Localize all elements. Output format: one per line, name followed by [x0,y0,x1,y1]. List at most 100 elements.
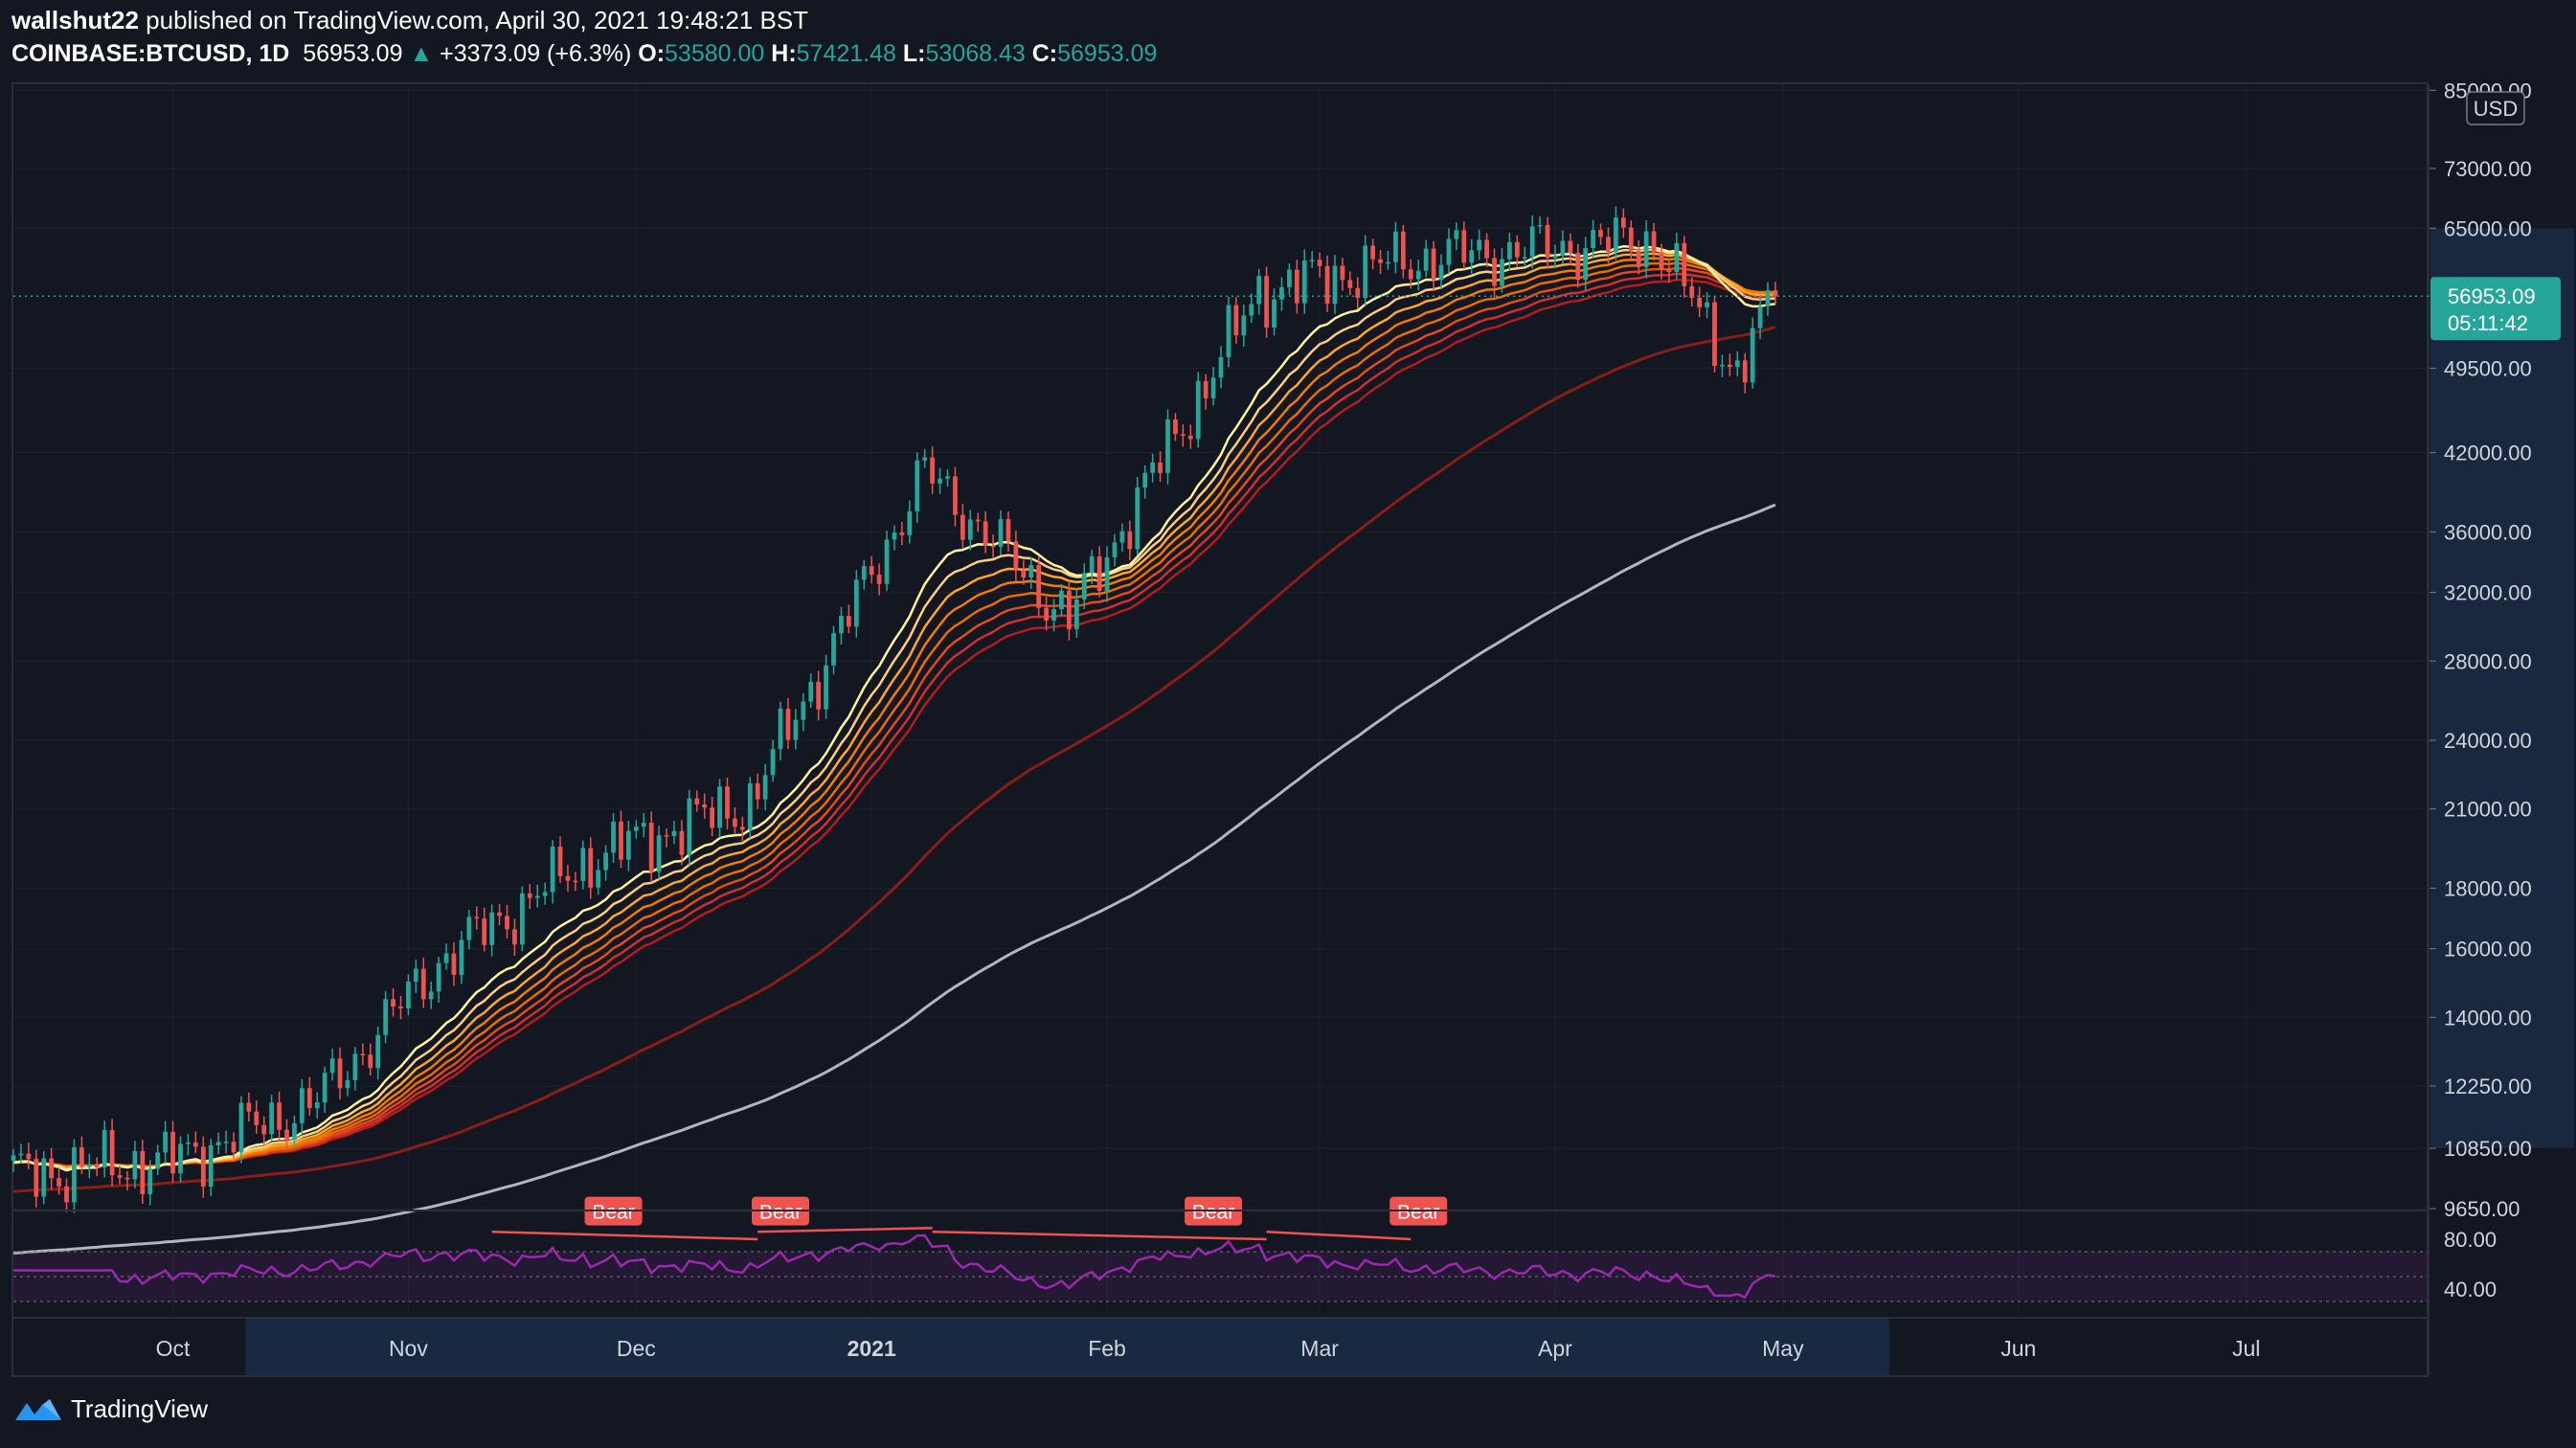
symbol-name[interactable]: COINBASE:BTCUSD, 1D [11,40,290,67]
ema-ribbon-line [12,261,1775,1168]
candle-body [1150,462,1156,473]
publish-info: wallshut22 published on TradingView.com,… [11,6,808,35]
candle [975,512,981,532]
candle-body [1651,231,1657,253]
candle [505,904,509,939]
candle [1386,251,1390,270]
candle [1606,227,1611,264]
candle [648,811,654,883]
candle-body [512,929,517,945]
ema-ribbon-line [12,257,1775,1169]
candle [603,845,608,881]
price-label: 12250.00 [2444,1075,2532,1098]
candle-body [671,830,677,836]
candle-body [1727,364,1732,368]
candle [11,1148,16,1172]
candle [1059,583,1064,617]
candle [922,448,928,468]
tradingview-brand[interactable]: TradingView [13,1394,208,1424]
candle [1529,215,1535,269]
candle [1446,228,1452,275]
candle-body [1477,239,1482,251]
candle-body [1135,487,1141,550]
candle [656,826,662,880]
candle [725,778,730,830]
candle-body [1081,573,1087,600]
candle [238,1096,244,1164]
candle-body [391,999,395,1007]
candle [1742,352,1748,394]
candle [967,509,973,551]
candle [140,1140,146,1204]
candle [1241,304,1247,348]
candle-body [1506,241,1512,260]
candle [557,836,563,883]
candle [1583,237,1589,291]
candle-body [1712,302,1717,367]
candle [1104,546,1110,602]
ma100-line [12,325,1776,1193]
countdown-label: 05:11:42 [2448,311,2528,335]
candle-body [337,1058,343,1089]
publisher-name[interactable]: wallshut22 [11,6,139,34]
candle-body [1264,276,1269,328]
candle [1370,238,1375,269]
candle [1514,235,1520,267]
candle [770,739,776,782]
candle-body [1438,264,1444,281]
candle-body [1408,269,1413,280]
candle-body [147,1168,153,1194]
candle [573,871,578,892]
candle [132,1141,138,1188]
candle [34,1149,39,1208]
candle [1294,260,1299,314]
candle-body [1628,227,1634,251]
candle [884,531,890,592]
candle-body [1036,565,1042,608]
tradingview-logo-icon [15,1398,61,1420]
candle-body [1765,290,1771,306]
candle-body [626,830,631,860]
candle-body [352,1053,358,1080]
candle-body [132,1150,138,1180]
candle [1423,239,1429,278]
candle [1203,373,1209,410]
candle [49,1147,55,1190]
candle-body [1006,519,1011,542]
candle-body [1173,419,1178,435]
high-value: 57421.48 [796,40,896,67]
candle [853,570,859,638]
candle [596,859,601,895]
candle [398,996,403,1020]
candle-body [1529,226,1535,258]
candle-body [755,782,760,800]
candle-body [420,968,426,1000]
candle [1522,246,1527,266]
candle-body [117,1175,123,1178]
candle [534,884,540,908]
candle-body [534,895,540,898]
candle-body [861,566,867,580]
bear-signal-label: Bear [592,1202,634,1224]
price-label: 49500.00 [2444,356,2532,380]
candle [960,504,965,548]
candle-body [687,798,692,855]
rsi-label: 40.00 [2444,1278,2497,1301]
candle [785,698,791,750]
candle-body [1309,260,1315,261]
bear-divergence-line [757,1227,933,1233]
candle-body [1059,590,1064,610]
candle [1210,367,1216,406]
candle [1264,266,1269,338]
candle [1150,453,1156,483]
candle-body [938,478,942,484]
bear-divergence-line [491,1230,758,1241]
candle-body [739,826,745,830]
candle [1044,597,1049,631]
candle-body [998,519,1004,547]
candle [124,1171,130,1191]
up-arrow-icon: ▲ [409,40,434,67]
candle [694,790,700,812]
candle-body [1568,240,1573,254]
